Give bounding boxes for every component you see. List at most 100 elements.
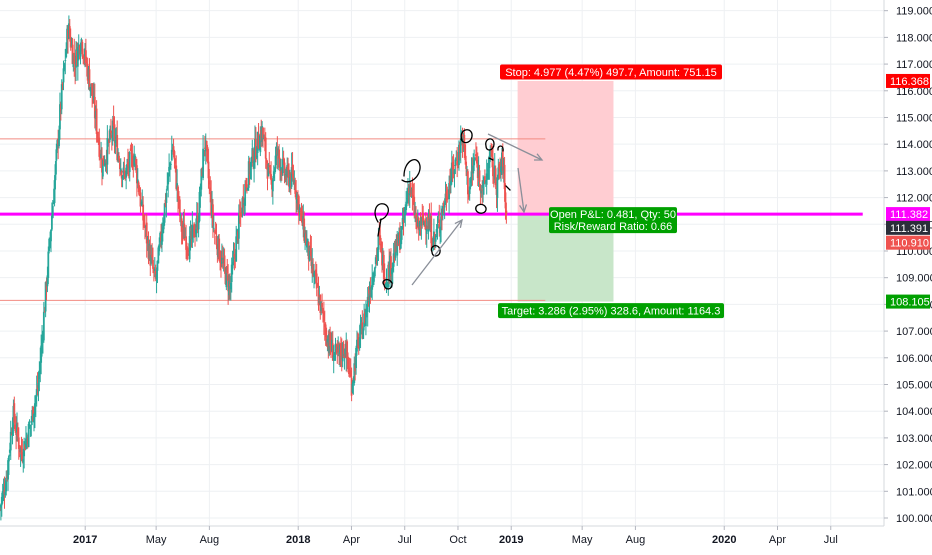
candle-body (435, 229, 438, 233)
candle-body (365, 309, 367, 327)
candle-body (342, 344, 345, 358)
candle-body (308, 246, 311, 261)
candle-body (185, 236, 187, 250)
candle-body (438, 219, 441, 229)
stop-zone[interactable] (517, 80, 614, 215)
candle-body (482, 181, 485, 189)
candle-body (297, 196, 300, 216)
price-badge-bg (886, 207, 930, 222)
price-badge[interactable]: 111.391 (886, 220, 930, 235)
candle-body (322, 309, 324, 312)
candle-body (137, 182, 140, 193)
candle-body (153, 269, 156, 271)
drop-arrow[interactable] (517, 167, 528, 214)
candle-body (371, 276, 374, 290)
candle-body (29, 424, 32, 426)
price-badge[interactable]: 110.910 (886, 235, 930, 250)
candle-body (123, 170, 126, 172)
candle-body (459, 138, 462, 153)
candle-body (244, 184, 247, 206)
hand-mark-b1[interactable] (382, 279, 393, 290)
price-badge[interactable]: 111.382 (886, 207, 930, 222)
candle-body (229, 282, 232, 290)
candle-body (315, 273, 318, 289)
candle-body (205, 140, 208, 150)
candle-body (125, 167, 128, 178)
position-zones[interactable] (517, 80, 614, 302)
candle-body (269, 171, 272, 175)
candle-body (448, 183, 451, 200)
candle-body (103, 164, 106, 166)
candle-body (136, 179, 139, 184)
candle-body (326, 339, 329, 345)
candle-body (193, 223, 196, 238)
hand-mark-s2[interactable] (485, 138, 495, 151)
candle-body (96, 132, 99, 137)
candle-body (181, 229, 184, 231)
candle-body (285, 175, 288, 181)
candle-body (84, 50, 87, 64)
candle-body (131, 155, 134, 169)
candle-body (169, 163, 172, 165)
downtrend-arrow[interactable] (487, 133, 544, 161)
hand-mark-tick1[interactable] (488, 157, 494, 161)
candle-body (305, 233, 307, 246)
candle-body (113, 124, 116, 142)
hand-mark-s1[interactable] (460, 129, 473, 144)
price-badge-label: 111.391 (890, 223, 928, 235)
candle-body (135, 159, 137, 164)
hand-mark-b3[interactable] (475, 203, 487, 214)
candle-body (273, 168, 276, 174)
candle-body (5, 480, 8, 492)
x-tick-label: Apr (343, 534, 360, 546)
x-tick-label: 2019 (499, 534, 523, 546)
price-badge[interactable]: 116.368 (886, 73, 930, 88)
candle-body (100, 154, 102, 159)
candle-body (422, 213, 425, 223)
candle-body (407, 189, 409, 201)
hand-mark-p2[interactable] (401, 159, 421, 183)
candle-body (347, 356, 349, 365)
candle-body (450, 162, 453, 182)
price-axis-bg (884, 0, 932, 550)
hand-mark-b2[interactable] (430, 245, 441, 257)
candle-body (411, 188, 414, 197)
candle-body (292, 173, 295, 182)
candle-body (274, 155, 277, 169)
candle-body (331, 343, 334, 361)
hand-mark-p1-stem[interactable] (377, 218, 382, 237)
candle-body (467, 191, 470, 198)
candle-body (374, 257, 377, 264)
candle-body (282, 157, 285, 160)
candle-body (14, 424, 17, 431)
candle-body (434, 235, 437, 242)
candle-body (173, 151, 176, 160)
drawings-layer[interactable] (374, 129, 544, 290)
candle-body (472, 165, 475, 174)
hand-mark-tick2[interactable] (505, 185, 511, 191)
candle-body (351, 383, 354, 393)
candle-body (412, 194, 415, 197)
price-badge[interactable]: 108.105 (886, 294, 930, 309)
candle-body (379, 235, 382, 241)
candle-body (161, 227, 164, 234)
candle-body (44, 282, 47, 312)
candle-body (465, 161, 468, 169)
hand-mark-s3[interactable] (497, 145, 504, 152)
candle-body (215, 235, 218, 246)
hand-mark-p1[interactable] (374, 203, 390, 223)
candle-body (33, 413, 35, 423)
candle-body (237, 213, 240, 239)
candle-body (329, 331, 332, 347)
candle-body (470, 171, 473, 184)
candle-body (9, 431, 12, 451)
uptrend-arrow-shaft (411, 219, 463, 286)
y-tick-label: 118.000 (896, 32, 932, 44)
candle-body (346, 341, 349, 359)
candle-body (199, 192, 202, 196)
uptrend-arrow[interactable] (411, 218, 463, 286)
candle-body (11, 427, 14, 435)
candle-body (145, 222, 148, 244)
